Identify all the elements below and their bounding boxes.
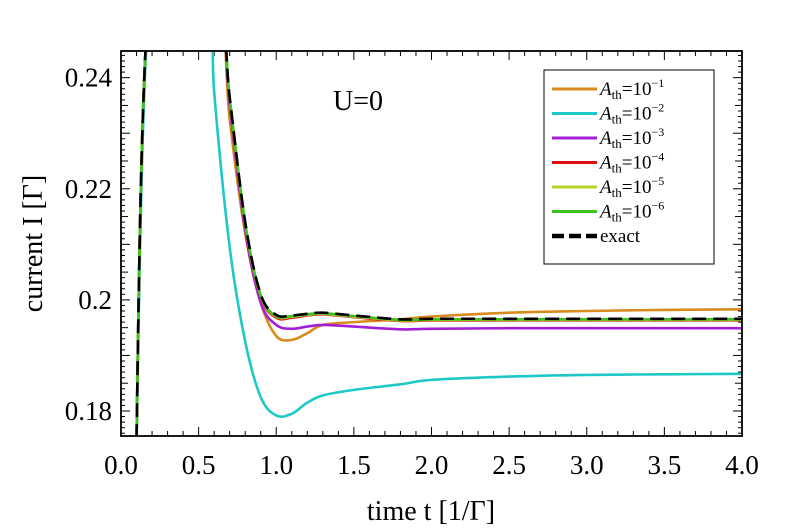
annotation-text: U=0 [333, 86, 383, 117]
x-tick-label: 0.5 [182, 450, 216, 480]
series-line-2 [135, 51, 742, 436]
legend-label: exact [600, 226, 641, 247]
legend-label: Ath=10−1 [598, 76, 664, 102]
series-line-1 [135, 51, 742, 436]
tick-labels: 0.0 0.5 1.0 1.5 2.0 2.5 3.0 3.5 4.0 0.18 0.2 0.22 0.… [65, 63, 759, 480]
x-tick-label: 0.0 [104, 450, 138, 480]
y-tick-label: 0.2 [78, 285, 112, 315]
legend-label: Ath=10−3 [598, 125, 664, 151]
series-line-7 [135, 51, 742, 436]
x-tick-label: 1.0 [259, 450, 293, 480]
series-layer [135, 51, 742, 436]
y-tick-label: 0.22 [65, 174, 112, 204]
legend-label: Ath=10−5 [598, 174, 664, 200]
x-tick-label: 4.0 [725, 450, 759, 480]
x-tick-label: 3.0 [570, 450, 604, 480]
series-line-3 [135, 51, 742, 436]
legend-label: Ath=10−2 [598, 101, 664, 127]
x-axis-label: time t [1/Γ] [367, 496, 495, 527]
legend-label: Ath=10−4 [598, 150, 664, 176]
y-axis-label: current I [Γ] [18, 175, 49, 312]
legend-box [543, 69, 715, 265]
plot-frame [120, 50, 743, 437]
x-tick-label: 2.5 [492, 450, 526, 480]
x-tick-label: 3.5 [648, 450, 682, 480]
y-tick-label: 0.18 [65, 396, 112, 426]
legend: Ath=10−1Ath=10−2Ath=10−3Ath=10−4Ath=10−5… [543, 69, 715, 265]
x-tick-label: 2.0 [415, 450, 449, 480]
y-tick-label: 0.24 [65, 63, 113, 93]
x-tick-label: 1.5 [337, 450, 371, 480]
legend-label: Ath=10−6 [598, 199, 664, 225]
